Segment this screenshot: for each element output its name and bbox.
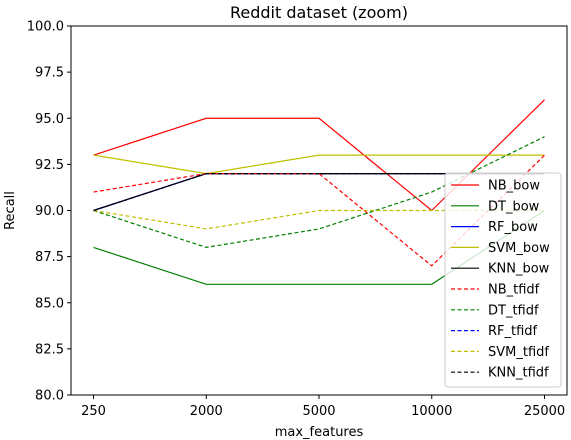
- x-axis-ticks: 250 2000 5000 10000 25000: [81, 395, 565, 419]
- x-axis-label: max_features: [275, 425, 364, 440]
- legend-label: NB_tfidf: [488, 283, 540, 298]
- y-tick-label: 97.5: [35, 66, 64, 81]
- x-tick-label: 25000: [524, 404, 565, 419]
- legend: NB_bow DT_bow RF_bow SVM_bow KNN_bow NB_tfidf…: [444, 172, 562, 388]
- x-tick-label: 2000: [190, 404, 223, 419]
- legend-label: SVM_bow: [488, 241, 550, 256]
- legend-label: NB_bow: [488, 179, 540, 194]
- y-tick-label: 95.0: [35, 112, 64, 127]
- y-tick-label: 92.5: [35, 158, 64, 173]
- y-tick-label: 82.5: [35, 342, 64, 357]
- legend-label: RF_bow: [488, 220, 538, 235]
- series-line-knn-tfidf: [93, 173, 545, 212]
- y-tick-label: 100.0: [27, 20, 64, 35]
- y-tick-label: 87.5: [35, 250, 64, 265]
- y-axis-ticks: 80.0 82.5 85.0 87.5 90.0 92.5 95.0 97.5 100.0: [27, 20, 71, 404]
- legend-label: DT_tfidf: [488, 303, 539, 318]
- plot-frame: [70, 25, 568, 396]
- chart-title: Reddit dataset (zoom): [230, 3, 408, 22]
- x-tick-label: 10000: [411, 404, 452, 419]
- legend-label: KNN_bow: [488, 262, 550, 277]
- y-axis-label: Recall: [3, 191, 18, 230]
- y-tick-label: 90.0: [35, 204, 64, 219]
- legend-label: SVM_tfidf: [488, 345, 549, 360]
- legend-label: RF_tfidf: [488, 324, 538, 339]
- x-tick-label: 5000: [302, 404, 335, 419]
- y-tick-label: 85.0: [35, 296, 64, 311]
- y-tick-label: 80.0: [35, 389, 64, 404]
- legend-label: DT_bow: [488, 199, 540, 214]
- x-tick-label: 250: [81, 404, 106, 419]
- series-line-svm-bow: [93, 154, 545, 175]
- legend-label: KNN_tfidf: [488, 366, 549, 381]
